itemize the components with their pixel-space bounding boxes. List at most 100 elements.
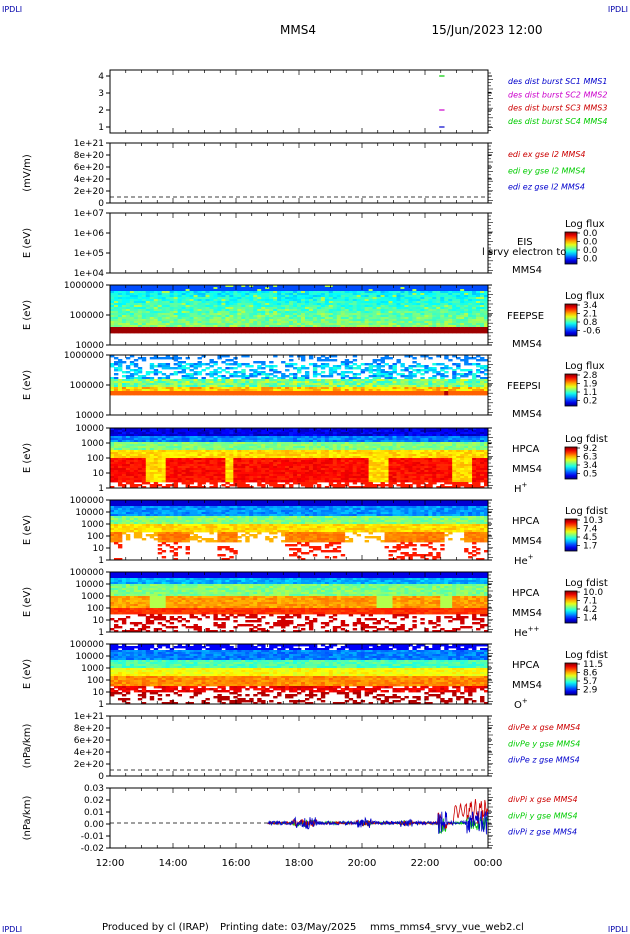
- spectrogram-cell: [245, 295, 250, 298]
- spectrogram-cell: [177, 319, 183, 322]
- spectrogram-cell: [300, 329, 306, 332]
- spectrogram-cell: [320, 359, 326, 362]
- spectrogram-cell: [177, 327, 183, 330]
- spectrogram-cell: [153, 299, 159, 302]
- spectrogram-cell: [133, 293, 139, 296]
- y-tick-label: 2e+20: [74, 187, 105, 197]
- spectrogram-cell: [285, 295, 290, 298]
- spectrogram-cell: [153, 327, 159, 330]
- spectrogram-cell: [113, 285, 119, 288]
- spectrogram-cell: [157, 291, 163, 294]
- spectrogram-cell: [133, 359, 139, 362]
- spectrogram-cell: [249, 315, 254, 318]
- spectrogram-cell: [153, 305, 159, 308]
- spectrogram-cell: [253, 323, 258, 326]
- spectrogram-cell: [110, 393, 115, 396]
- spectrogram-cell: [237, 291, 242, 294]
- spectrogram-cell: [265, 309, 270, 312]
- spectrogram-cell: [297, 291, 302, 294]
- spectrogram-cell: [297, 315, 302, 318]
- spectrogram-cell: [157, 311, 163, 314]
- y-tick-label: 1e+07: [74, 209, 104, 219]
- spectrogram-cell: [245, 287, 250, 290]
- spectrogram-cell: [221, 317, 226, 320]
- spectrogram-cell: [448, 393, 453, 396]
- spectrogram-cell: [452, 331, 457, 334]
- spectrogram-cell: [177, 293, 183, 296]
- spectrogram-cell: [253, 293, 258, 296]
- legend-entry: des dist burst SC1 MMS1: [508, 77, 607, 86]
- spectrogram-cell: [392, 371, 397, 374]
- spectrogram-cell: [110, 301, 115, 304]
- spectrogram-cell: [412, 361, 417, 364]
- spectrogram-cell: [117, 327, 123, 330]
- spectrogram-cell: [181, 297, 186, 300]
- spectrogram-cell: [476, 359, 481, 362]
- legend-entry: des dist burst SC4 MMS4: [508, 117, 607, 126]
- spectrogram-cell: [336, 331, 342, 334]
- spectrogram-cell: [209, 323, 214, 326]
- spectrogram-cell: [304, 305, 310, 308]
- spectrogram-cell: [257, 361, 262, 364]
- spectrogram-cell: [169, 367, 175, 370]
- spectrogram-cell: [157, 305, 163, 308]
- spectrogram-cell: [137, 303, 143, 306]
- spectrogram-cell: [316, 323, 322, 326]
- spectrogram-cell: [189, 309, 194, 312]
- spectrogram-cell: [257, 293, 262, 296]
- spectrogram-cell: [181, 371, 186, 374]
- spectrogram-cell: [201, 305, 206, 308]
- spectrogram-cell: [249, 289, 254, 292]
- spectrogram-cell: [125, 287, 131, 290]
- spectrogram-cell: [444, 367, 449, 370]
- spectrogram-cell: [332, 293, 338, 296]
- spectrogram-cell: [173, 359, 179, 362]
- spectrogram-cell: [396, 361, 401, 364]
- spectrogram-cell: [209, 319, 214, 322]
- spectrogram-cell: [117, 287, 123, 290]
- spectrogram-cell: [304, 293, 310, 296]
- spectrogram-cell: [300, 313, 306, 316]
- spectrogram-cell: [173, 373, 179, 376]
- spectrogram-cell: [173, 331, 179, 334]
- spectrogram-cell: [312, 295, 318, 298]
- spectrogram-cell: [320, 287, 326, 290]
- spectrogram-cell: [249, 331, 254, 334]
- spectrogram-cell: [269, 303, 274, 306]
- spectrogram-cell: [265, 289, 270, 292]
- spectrogram-cell: [169, 321, 175, 324]
- spectrogram-cell: [149, 367, 155, 370]
- spectrogram-cell: [189, 299, 194, 302]
- spectrogram-cell: [197, 315, 202, 318]
- spectrogram-cell: [388, 357, 393, 360]
- spectrogram-cell: [300, 321, 306, 324]
- spectrogram-cell: [304, 311, 310, 314]
- spectrogram-cell: [229, 367, 234, 370]
- spectrogram-cell: [320, 293, 326, 296]
- spectrogram-cell: [153, 301, 159, 304]
- spectrogram-cell: [225, 313, 230, 316]
- spectrogram-cell: [253, 285, 258, 288]
- spectrogram-cell: [117, 303, 123, 306]
- spectrogram-cell: [400, 365, 405, 368]
- spectrogram-cell: [312, 317, 318, 320]
- spectrogram-cell: [201, 393, 206, 396]
- spectrogram-cell: [125, 325, 131, 328]
- y-tick-label: 1000000: [64, 351, 104, 361]
- spectrogram-cell: [269, 295, 274, 298]
- spectrogram-cell: [344, 367, 350, 370]
- spectrogram-cell: [113, 369, 119, 372]
- spectrogram-cell: [237, 317, 242, 320]
- spectrogram-cell: [237, 297, 242, 300]
- spectrogram-cell: [360, 371, 366, 374]
- spectrogram-cell: [229, 325, 234, 328]
- spectrogram-cell: [328, 313, 334, 316]
- spectrogram-cell: [300, 327, 306, 330]
- spectrogram-cell: [161, 297, 167, 300]
- spectrogram-cell: [153, 309, 159, 312]
- spectrogram-cell: [320, 295, 326, 298]
- spectrogram-cell: [432, 393, 437, 396]
- spectrogram-cell: [293, 367, 298, 370]
- spectrogram-cell: [201, 482, 206, 485]
- spectrogram-cell: [281, 297, 286, 300]
